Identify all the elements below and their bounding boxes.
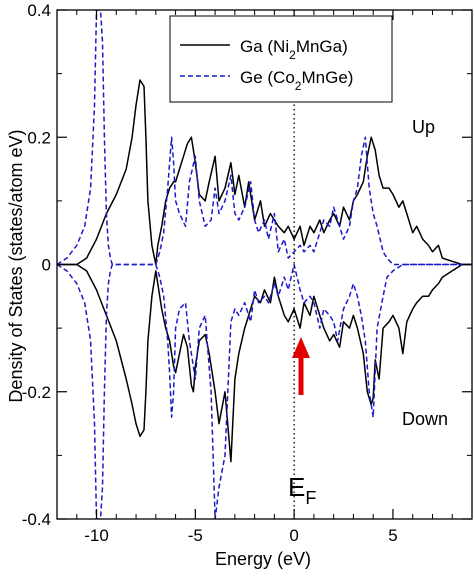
- fermi-label: EF: [288, 472, 316, 508]
- legend-ga-part1: Ga (Ni: [240, 37, 289, 56]
- y-tick-label-4: 0.4: [27, 1, 51, 20]
- series-1-down-line: [57, 263, 472, 519]
- x-tick-label-3: 5: [388, 526, 397, 545]
- fermi-arrow: [292, 337, 310, 395]
- series-0-up-line: [57, 79, 472, 266]
- legend-ge-sub: 2: [295, 79, 302, 93]
- series-0-down-line: [57, 263, 472, 463]
- y-tick-label-3: 0.2: [27, 128, 51, 147]
- y-axis-title: Density of States (states/atom eV): [6, 129, 26, 402]
- label-down: Down: [402, 409, 448, 429]
- x-axis-title: Energy (eV): [215, 549, 311, 569]
- fermi-arrow-head: [292, 337, 310, 358]
- legend-ge-part1: Ge (Co: [240, 68, 295, 87]
- legend-ga-part2: MnGa): [296, 37, 348, 56]
- y-tick-label-2: 0: [42, 256, 51, 275]
- x-tick-label-0: -10: [84, 526, 109, 545]
- series-1-up-line: [57, 10, 472, 266]
- legend-box: [169, 15, 393, 103]
- plot-frame: [56, 9, 473, 520]
- y-tick-label-1: -0.2: [22, 383, 51, 402]
- legend-ge-part2: MnGe): [301, 68, 353, 87]
- legend-label-ga: Ga (Ni2MnGa): [240, 37, 348, 62]
- fermi-label-base: E: [288, 472, 305, 502]
- x-tick-label-2: 0: [289, 526, 298, 545]
- legend-label-ge: Ge (Co2MnGe): [240, 68, 353, 93]
- series-layer: [57, 10, 472, 519]
- fermi-label-sub: F: [305, 488, 316, 508]
- x-tick-label-1: -5: [188, 526, 203, 545]
- y-tick-label-0: -0.4: [22, 510, 51, 529]
- label-up: Up: [412, 117, 435, 137]
- legend: Ga (Ni2MnGa) Ge (Co2MnGe): [169, 15, 393, 103]
- ticks-layer: -10 -5 0 5 -0.4 -0.2 0 0.2 0.4: [22, 1, 473, 545]
- legend-ga-sub: 2: [289, 48, 296, 62]
